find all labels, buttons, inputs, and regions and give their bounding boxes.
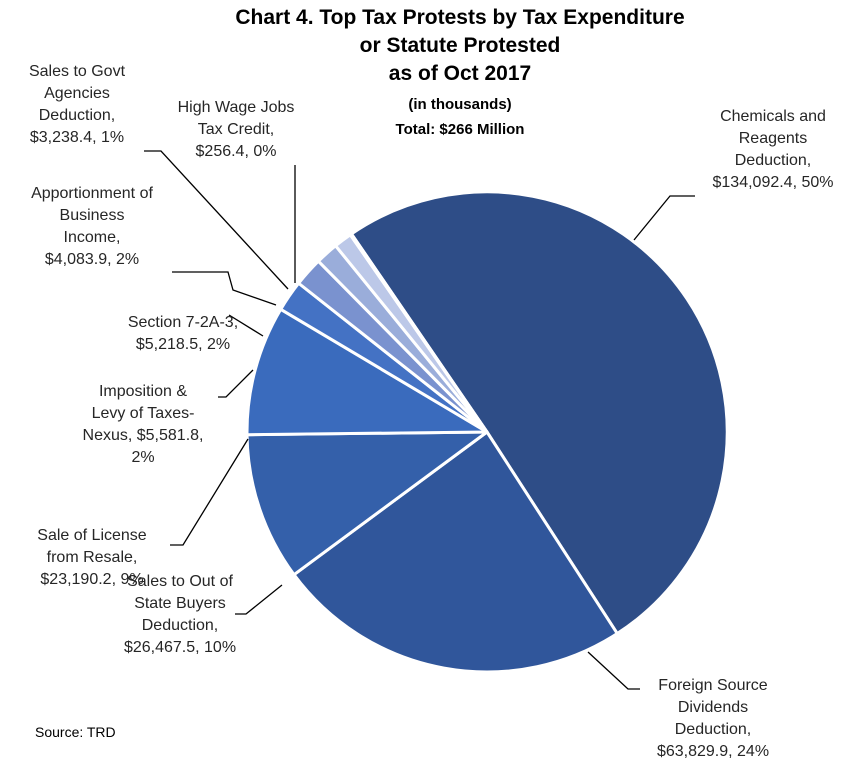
slice-label-line: Income, [64,229,121,246]
slice-label-line: Dividends [678,699,748,716]
slice-label-line: Sale of License [37,527,147,544]
slice-label-line: $256.4, 0% [196,143,277,160]
slice-label-line: Deduction, [39,107,116,124]
slice-label-line: High Wage Jobs [178,99,295,116]
slice-label-line: $5,218.5, 2% [136,336,230,353]
pie-slices [245,190,729,674]
slice-labels: Chemicals and Reagents Deduction, $134,092.… [29,63,834,760]
slice-label-foreign-source-dividends-deduction: Foreign Source Dividends Deduction, $63,829… [657,677,769,760]
slice-label-sales-to-out-of-state-buyers-deduction: Sales to Out of State Buyers Deduction, $26… [124,573,236,656]
slice-label-line: $3,238.4, 1% [30,129,124,146]
leader-line-imposition-levy-of-taxes-nexus [218,369,254,398]
slice-label-line: Tax Credit, [198,121,274,138]
slice-label-line: Agencies [44,85,110,102]
slice-label-line: $134,092.4, 50% [713,174,834,191]
slice-label-apportionment-of-business-income: Apportionment of Business Income, $4,083.9,… [31,185,153,268]
slice-label-line: from Resale, [47,549,138,566]
pie-slice-sales-to-out-of-state-buyers-deduction [245,430,489,577]
slice-label-sale-of-license-from-resale: Sale of License from Resale, $23,190.2, 9% [37,527,147,588]
slice-label-imposition-levy-of-taxes-nexus: Imposition & Levy of Taxes- Nexus, $5,581.… [83,383,204,466]
leader-lines [144,150,695,690]
pie-slice-sale-of-license-from-resale [245,307,489,437]
chart-title-line: or Statute Protested [360,34,561,57]
slice-label-line: $4,083.9, 2% [45,251,139,268]
chart-subtitle-line: Total: $266 Million [396,121,525,138]
slice-label-line: Section 7-2A-3, [128,314,238,331]
slice-label-line: Deduction, [675,721,752,738]
slice-label-section-7-2a-3: Section 7-2A-3, $5,218.5, 2% [128,314,238,353]
chart-title-line: as of Oct 2017 [389,62,531,85]
pie-slice-foreign-source-dividends-deduction [292,430,619,674]
slice-label-line: $63,829.9, 24% [657,743,769,760]
leader-line-section-7-2a-3 [228,314,264,337]
slice-label-line: Chemicals and [720,108,826,125]
source-note: Source: TRD [35,724,116,740]
leader-line-sale-of-license-from-resale [170,438,249,546]
slice-label-line: Reagents [739,130,808,147]
slice-label-sales-to-govt-agencies-deduction: Sales to Govt Agencies Deduction, $3,238.4,… [29,63,126,146]
leader-line-apportionment-of-business-income [172,271,277,306]
slice-label-line: Business [60,207,125,224]
slice-label-line: Deduction, [735,152,812,169]
leader-line-chemicals-and-reagents-deduction [633,195,695,241]
slice-label-line: State Buyers [134,595,226,612]
slice-label-line: $26,467.5, 10% [124,639,236,656]
leader-line-foreign-source-dividends-deduction [587,651,640,690]
leader-line-sales-to-govt-agencies-deduction [144,150,289,290]
slice-label-chemicals-and-reagents-deduction: Chemicals and Reagents Deduction, $134,092.… [713,108,834,191]
pie-slice-chemicals-and-reagents-deduction [349,190,729,636]
slice-label-line: Sales to Out of [127,573,233,590]
chart-subtitle-line: (in thousands) [408,96,511,113]
chart-title-line: Chart 4. Top Tax Protests by Tax Expendi… [235,6,684,29]
pie-slice-high-wage-jobs-tax-credit [348,232,489,434]
leader-line-sales-to-out-of-state-buyers-deduction [235,584,283,615]
slice-label-line: 2% [131,449,154,466]
slice-label-line: Foreign Source [658,677,767,694]
slice-label-high-wage-jobs-tax-credit: High Wage Jobs Tax Credit, $256.4, 0% [178,99,295,160]
slice-label-line: Deduction, [142,617,219,634]
slice-label-line: Nexus, $5,581.8, [83,427,204,444]
slice-label-line: Levy of Taxes- [92,405,195,422]
slice-label-line: $23,190.2, 9% [40,571,143,588]
slice-label-line: Apportionment of [31,185,153,202]
chart-title-block: Chart 4. Top Tax Protests by Tax Expendi… [235,6,684,138]
slice-label-line: Sales to Govt [29,63,126,80]
slice-label-line: Imposition & [99,383,187,400]
